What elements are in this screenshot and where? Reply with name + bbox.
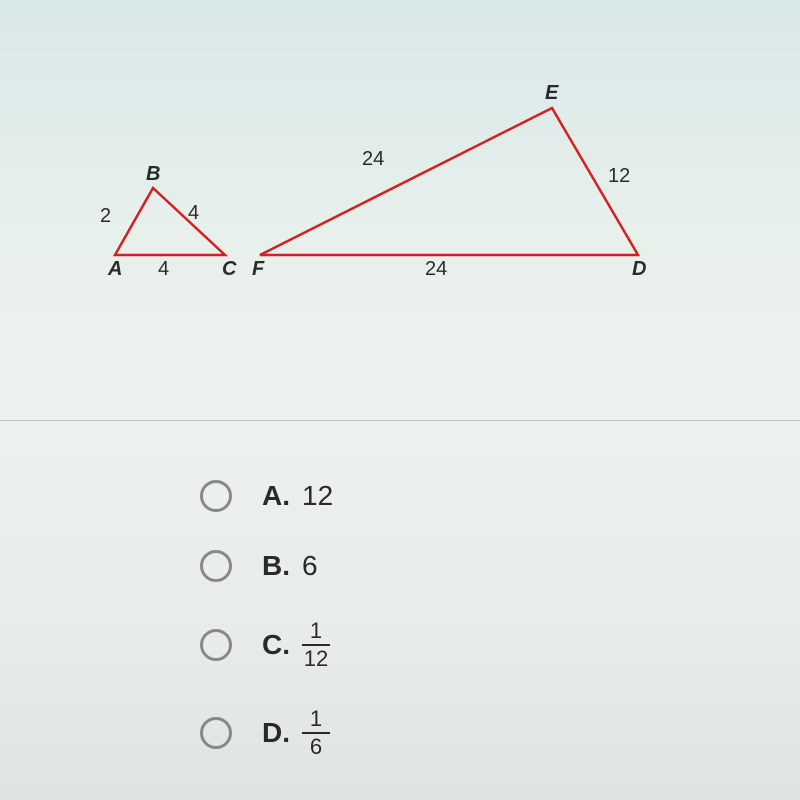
- answer-letter-a: A.: [262, 480, 290, 512]
- answer-option-d[interactable]: D. 1 6: [200, 708, 333, 758]
- section-divider: [0, 420, 800, 421]
- fraction-c-den: 12: [302, 644, 330, 670]
- vertex-label-b: B: [146, 163, 160, 186]
- answer-choices: A. 12 B. 6 C. 1 12 D. 1 6: [200, 480, 333, 796]
- side-label-ab: 2: [100, 205, 111, 228]
- fraction-d-num: 1: [310, 708, 322, 732]
- radio-d[interactable]: [200, 717, 232, 749]
- vertex-label-f: F: [252, 258, 264, 281]
- geometry-diagram: A B C F E D 2 4 4 24 12 24: [0, 40, 800, 320]
- answer-value-c: 1 12: [302, 620, 330, 670]
- answer-value-d: 1 6: [302, 708, 330, 758]
- answer-letter-d: D.: [262, 717, 290, 749]
- answer-letter-b: B.: [262, 550, 290, 582]
- vertex-label-e: E: [545, 82, 558, 105]
- triangle-fed: [260, 108, 638, 255]
- side-label-fe: 24: [362, 148, 384, 171]
- triangle-abc: [115, 188, 225, 255]
- answer-option-a[interactable]: A. 12: [200, 480, 333, 512]
- answer-option-c[interactable]: C. 1 12: [200, 620, 333, 670]
- answer-value-a: 12: [302, 480, 333, 512]
- radio-b[interactable]: [200, 550, 232, 582]
- answer-value-b: 6: [302, 550, 318, 582]
- answer-letter-c: C.: [262, 629, 290, 661]
- side-label-ac: 4: [158, 258, 169, 281]
- radio-a[interactable]: [200, 480, 232, 512]
- fraction-c: 1 12: [302, 620, 330, 670]
- fraction-d: 1 6: [302, 708, 330, 758]
- vertex-label-c: C: [222, 258, 236, 281]
- fraction-d-den: 6: [302, 732, 330, 758]
- side-label-fd: 24: [425, 258, 447, 281]
- vertex-label-d: D: [632, 258, 646, 281]
- fraction-c-num: 1: [310, 620, 322, 644]
- answer-option-b[interactable]: B. 6: [200, 550, 333, 582]
- side-label-bc: 4: [188, 202, 199, 225]
- radio-c[interactable]: [200, 629, 232, 661]
- vertex-label-a: A: [108, 258, 122, 281]
- side-label-ed: 12: [608, 165, 630, 188]
